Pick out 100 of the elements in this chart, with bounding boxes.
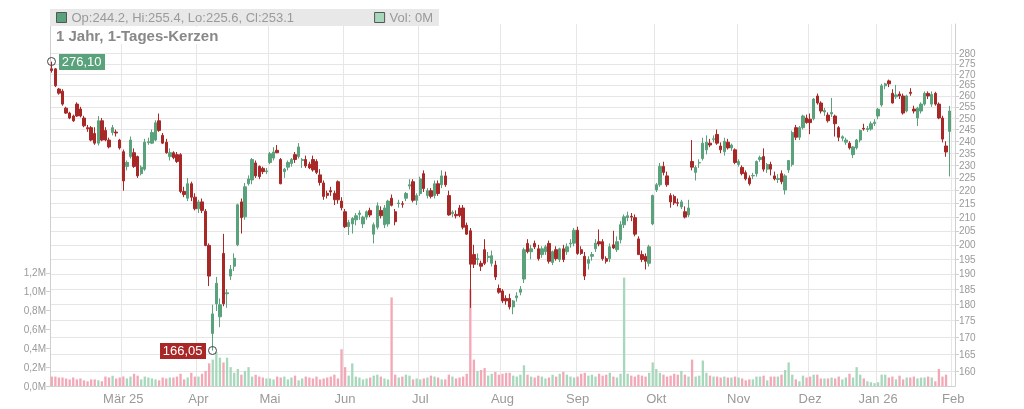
y-tick-label: 235 [959,147,977,159]
candlestick [157,113,161,133]
candlestick [562,244,565,263]
candlestick [783,173,787,196]
candlestick [733,147,737,165]
candlestick [261,166,265,175]
candlestick [526,238,529,254]
y-tick-label: 220 [959,185,977,197]
y-tick-label: 275 [959,58,977,70]
candlestick [240,197,243,235]
candlestick [773,171,776,181]
x-tick-label: Feb [942,391,965,406]
candlestick [125,160,129,171]
candlestick [776,173,780,184]
legend-label: Op:244.2, Hi:255.4, Lo:225.6, Cl:253.1 [71,10,295,25]
x-tick-label: Jul [411,391,429,406]
candlestick [301,157,304,169]
candlestick [404,191,408,202]
candlestick [869,120,873,132]
candlestick [143,138,146,172]
candlestick [490,250,493,268]
x-tick-label: Mai [259,391,281,406]
candlestick [748,174,751,187]
x-tick-label: Nov [727,391,751,406]
y-tick-label: 170 [959,331,977,343]
candlestick [347,219,350,236]
candlestick [894,84,898,100]
candlestick [769,161,772,176]
candlestick [909,87,912,97]
candlestick [876,107,880,120]
y2-tick-label: 0,4M [23,342,46,354]
candlestick [440,169,443,189]
candlestick [114,129,118,138]
candlestick [673,194,676,206]
candlestick [197,199,200,214]
candlestick [547,240,551,265]
y-tick-label: 265 [959,79,977,91]
candlestick [848,140,851,151]
candlestick [708,138,712,148]
x-tick-label: Jan 26 [858,391,898,406]
y-tick-label: 190 [959,268,977,280]
candlestick [519,285,522,296]
candlestick [837,125,840,142]
candlestick [766,162,769,174]
x-tick-label: Aug [490,391,515,406]
y2-tick-label: 0,2M [23,361,46,373]
candlestick [576,226,579,256]
candlestick [669,192,672,209]
candlestick [522,247,526,284]
candlestick [390,194,393,207]
y-tick-label: 180 [959,299,977,311]
candlestick [236,203,239,247]
y-tick-label: 200 [959,239,977,251]
candlestick [93,126,96,146]
candlestick [529,244,533,260]
candlestick [293,151,297,164]
candlestick [844,137,848,146]
candlestick [740,164,744,176]
candlestick [572,227,576,247]
candlestick [61,88,64,107]
candlestick [912,105,916,115]
y2-tick-label: 0,0M [23,380,46,392]
y-tick-label: 175 [959,315,977,327]
y-tick-label: 225 [959,172,977,184]
y-tick-label: 245 [959,124,977,136]
candlestick [436,179,440,197]
y2-tick-label: 0,6M [23,323,46,335]
candlestick [433,179,436,199]
candlestick [290,157,293,168]
candlestick [608,242,611,263]
candlestick [89,125,93,142]
candlestick [172,150,175,160]
y-tick-label: 160 [959,366,977,378]
y-tick-label: 195 [959,253,977,265]
y-tick-label: 210 [959,211,977,223]
y2-tick-label: 1,0M [23,286,46,298]
candlestick [862,123,865,132]
candlestick [726,138,730,151]
candlestick [422,169,425,193]
candlestick [268,151,272,165]
candlestick [730,143,733,152]
candlestick [676,197,679,207]
y-tick-label: 260 [959,90,977,102]
candlestick [554,245,558,262]
candlestick [279,157,282,185]
candlestick [612,230,615,250]
candlestick [426,187,429,199]
candlestick [394,208,397,226]
candlestick [587,255,590,270]
candlestick [826,111,830,124]
candlestick [891,88,894,104]
candlestick [487,251,490,263]
candlestick [873,118,876,127]
candlestick [762,147,765,173]
candlestick [830,97,833,118]
candlestick [633,213,637,237]
candlestick [258,164,261,180]
candlestick [565,242,569,256]
candlestick [383,204,386,229]
x-tick-label: Jun [334,391,356,406]
